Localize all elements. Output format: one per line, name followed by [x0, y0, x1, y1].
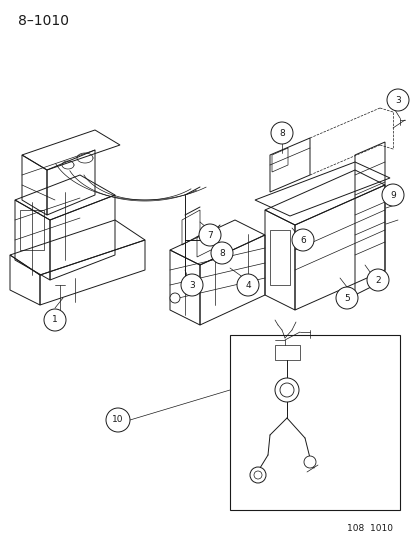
- Circle shape: [271, 122, 292, 144]
- Circle shape: [366, 269, 388, 291]
- Text: 3: 3: [189, 280, 195, 289]
- Circle shape: [303, 456, 315, 468]
- Text: 8: 8: [278, 128, 284, 138]
- Text: 9: 9: [389, 190, 395, 199]
- Text: 1: 1: [52, 316, 58, 325]
- Circle shape: [335, 287, 357, 309]
- Circle shape: [44, 309, 66, 331]
- Circle shape: [249, 467, 266, 483]
- Text: 108  1010: 108 1010: [346, 524, 392, 533]
- Text: 6: 6: [299, 236, 305, 245]
- Text: 5: 5: [343, 294, 349, 303]
- Circle shape: [279, 383, 293, 397]
- Bar: [230, 335, 399, 510]
- Text: 2: 2: [374, 276, 380, 285]
- Circle shape: [106, 408, 130, 432]
- Circle shape: [199, 224, 221, 246]
- Text: 4: 4: [244, 280, 250, 289]
- Text: 10: 10: [112, 416, 123, 424]
- Circle shape: [381, 184, 403, 206]
- Circle shape: [291, 229, 313, 251]
- Text: 7: 7: [206, 230, 212, 239]
- Circle shape: [211, 242, 233, 264]
- Circle shape: [170, 293, 180, 303]
- Circle shape: [236, 274, 259, 296]
- Circle shape: [180, 274, 202, 296]
- Text: 8–1010: 8–1010: [18, 14, 69, 28]
- Text: 8: 8: [218, 248, 224, 257]
- Circle shape: [274, 378, 298, 402]
- Text: 3: 3: [394, 95, 400, 104]
- Circle shape: [254, 471, 261, 479]
- Circle shape: [386, 89, 408, 111]
